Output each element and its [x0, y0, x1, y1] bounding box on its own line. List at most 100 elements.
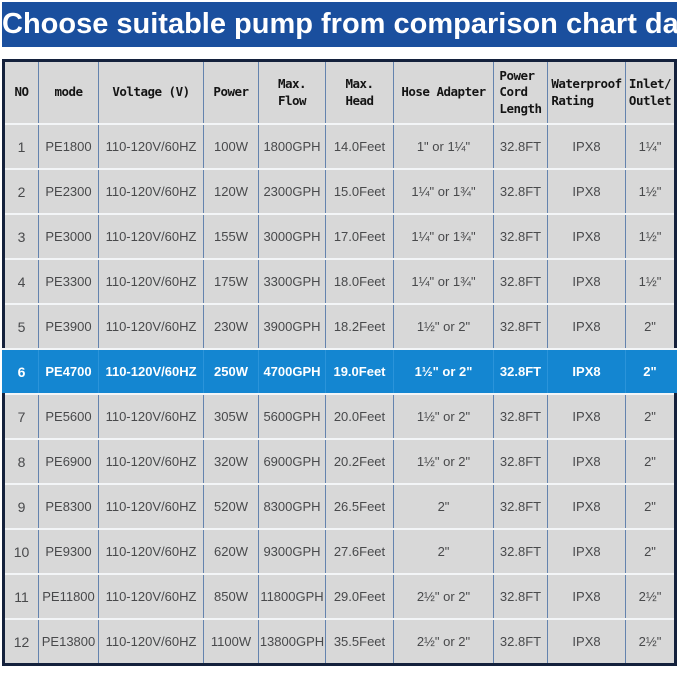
cell-inlet-outlet: 1½": [625, 170, 674, 213]
cell-power: 100W: [203, 125, 258, 168]
cell-waterproof-rating: IPX8: [547, 395, 625, 438]
cell-power-cord-length: 32.8FT: [493, 530, 547, 573]
table-row: 11 PE11800 110-120V/60HZ 850W 11800GPH 2…: [5, 573, 674, 618]
cell-max-head: 26.5Feet: [325, 485, 393, 528]
cell-hose-adapter: 1¼" or 1¾": [393, 260, 493, 303]
cell-no: 7: [17, 408, 26, 425]
cell-power-cord-length: 32.8FT: [493, 260, 547, 303]
col-header-waterproof-rating: Waterproof Rating: [547, 62, 625, 123]
cell-voltage: 110-120V/60HZ: [98, 485, 203, 528]
cell-waterproof-rating: IPX8: [547, 530, 625, 573]
cell-mode: PE11800: [38, 575, 98, 618]
cell-max-flow: 1800GPH: [258, 125, 325, 168]
cell-waterproof-rating: IPX8: [547, 125, 625, 168]
col-header-label: NO: [14, 84, 29, 100]
cell-inlet-outlet: 1½": [625, 215, 674, 258]
cell-voltage: 110-120V/60HZ: [98, 350, 203, 393]
cell-mode: PE3900: [38, 305, 98, 348]
cell-waterproof-rating: IPX8: [547, 575, 625, 618]
cell-no: 2: [17, 183, 26, 200]
table-row: 12 PE13800 110-120V/60HZ 1100W 13800GPH …: [5, 618, 674, 663]
cell-voltage: 110-120V/60HZ: [98, 440, 203, 483]
cell-power: 305W: [203, 395, 258, 438]
cell-power-cord-length: 32.8FT: [493, 215, 547, 258]
col-header-label: Waterproof Rating: [551, 76, 622, 108]
table-row: 8 PE6900 110-120V/60HZ 320W 6900GPH 20.2…: [5, 438, 674, 483]
cell-mode: PE5600: [38, 395, 98, 438]
cell-inlet-outlet: 2": [625, 530, 674, 573]
cell-no: 9: [17, 498, 26, 515]
cell-power: 1100W: [203, 620, 258, 663]
cell-power-cord-length: 32.8FT: [493, 440, 547, 483]
col-header-no: NO: [5, 62, 38, 123]
cell-no: 3: [17, 228, 26, 245]
cell-hose-adapter: 2": [393, 485, 493, 528]
cell-mode: PE2300: [38, 170, 98, 213]
cell-waterproof-rating: IPX8: [547, 170, 625, 213]
cell-power-cord-length: 32.8FT: [493, 395, 547, 438]
cell-waterproof-rating: IPX8: [547, 215, 625, 258]
cell-hose-adapter: 1" or 1¼": [393, 125, 493, 168]
cell-power-cord-length: 32.8FT: [493, 620, 547, 663]
cell-max-head: 15.0Feet: [325, 170, 393, 213]
cell-waterproof-rating: IPX8: [547, 350, 625, 393]
col-header-label: Inlet/ Outlet: [628, 76, 672, 108]
cell-max-head: 20.0Feet: [325, 395, 393, 438]
table-row: 4 PE3300 110-120V/60HZ 175W 3300GPH 18.0…: [5, 258, 674, 303]
table-row: 2 PE2300 110-120V/60HZ 120W 2300GPH 15.0…: [5, 168, 674, 213]
cell-voltage: 110-120V/60HZ: [98, 260, 203, 303]
col-header-inlet-outlet: Inlet/ Outlet: [625, 62, 674, 123]
col-header-label: Hose Adapter: [401, 84, 486, 100]
comparison-table: NO mode Voltage (V) Power Max. Flow Max.…: [2, 62, 677, 663]
cell-inlet-outlet: 2": [625, 440, 674, 483]
cell-inlet-outlet: 2½": [625, 575, 674, 618]
cell-power: 850W: [203, 575, 258, 618]
cell-hose-adapter: 1½" or 2": [393, 350, 493, 393]
cell-max-flow: 2300GPH: [258, 170, 325, 213]
col-header-label: Voltage (V): [112, 84, 190, 100]
cell-max-head: 18.2Feet: [325, 305, 393, 348]
col-header-label: Max. Flow: [277, 76, 307, 108]
cell-power: 620W: [203, 530, 258, 573]
cell-mode: PE3300: [38, 260, 98, 303]
cell-voltage: 110-120V/60HZ: [98, 305, 203, 348]
cell-max-head: 20.2Feet: [325, 440, 393, 483]
cell-max-head: 35.5Feet: [325, 620, 393, 663]
cell-mode: PE1800: [38, 125, 98, 168]
cell-max-flow: 4700GPH: [258, 350, 325, 393]
cell-power: 155W: [203, 215, 258, 258]
cell-power-cord-length: 32.8FT: [493, 485, 547, 528]
col-header-mode: mode: [38, 62, 98, 123]
cell-power-cord-length: 32.8FT: [493, 350, 547, 393]
cell-inlet-outlet: 2": [625, 350, 674, 393]
page-title: Choose suitable pump from comparison cha…: [2, 2, 679, 47]
cell-hose-adapter: 2½" or 2": [393, 575, 493, 618]
cell-power: 250W: [203, 350, 258, 393]
cell-waterproof-rating: IPX8: [547, 260, 625, 303]
table-row: 7 PE5600 110-120V/60HZ 305W 5600GPH 20.0…: [5, 393, 674, 438]
table-row: 3 PE3000 110-120V/60HZ 155W 3000GPH 17.0…: [5, 213, 674, 258]
cell-max-flow: 3000GPH: [258, 215, 325, 258]
cell-voltage: 110-120V/60HZ: [98, 395, 203, 438]
cell-power-cord-length: 32.8FT: [493, 170, 547, 213]
col-header-label: Power: [213, 84, 249, 100]
table-body: 1 PE1800 110-120V/60HZ 100W 1800GPH 14.0…: [2, 123, 677, 663]
cell-no: 5: [17, 318, 26, 335]
cell-voltage: 110-120V/60HZ: [98, 215, 203, 258]
cell-hose-adapter: 1½" or 2": [393, 440, 493, 483]
table-row: 5 PE3900 110-120V/60HZ 230W 3900GPH 18.2…: [5, 303, 674, 348]
cell-no: 11: [14, 588, 29, 605]
cell-mode: PE6900: [38, 440, 98, 483]
cell-max-flow: 5600GPH: [258, 395, 325, 438]
cell-max-flow: 9300GPH: [258, 530, 325, 573]
cell-no: 1: [17, 138, 26, 155]
col-header-label: Max. Head: [345, 76, 374, 108]
cell-max-flow: 6900GPH: [258, 440, 325, 483]
cell-power-cord-length: 32.8FT: [493, 305, 547, 348]
col-header-voltage: Voltage (V): [98, 62, 203, 123]
table-row: 1 PE1800 110-120V/60HZ 100W 1800GPH 14.0…: [5, 123, 674, 168]
cell-mode: PE3000: [38, 215, 98, 258]
col-header-max-flow: Max. Flow: [258, 62, 325, 123]
cell-inlet-outlet: 1½": [625, 260, 674, 303]
cell-inlet-outlet: 2": [625, 485, 674, 528]
